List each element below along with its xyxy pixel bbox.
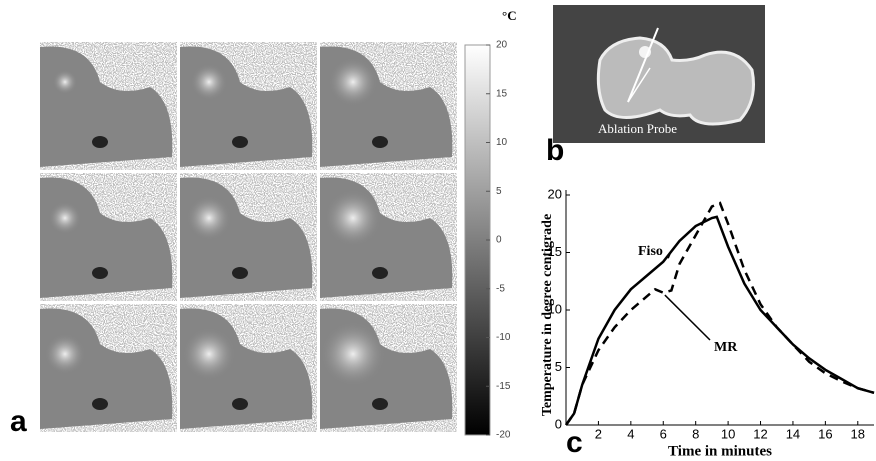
tile-spine [92,398,108,410]
colorbar [464,44,491,436]
colorbar-tick-label: -5 [496,283,505,294]
tile-spine [372,398,388,410]
line-chart: 2 4 6 8 10 12 14 16 18 0 5 10 15 20 Time in minutes Tem… [540,186,875,459]
tile-hot [49,202,81,234]
x-tick-label: 2 [595,426,602,441]
panel-label: a [10,405,27,438]
y-tick-label: 10 [548,301,562,316]
tile-spine [232,136,248,148]
colorbar-unit: °C [502,8,517,23]
tile-spine [232,267,248,279]
colorbar-tick-label: -10 [496,332,511,343]
label-arrow [667,253,671,259]
tile-spine [232,398,248,410]
series-line [564,215,875,426]
tile-spine [92,136,108,148]
x-tick-label: 18 [851,426,865,441]
tile-hot [187,196,231,240]
panel-label: c [566,426,583,459]
label-arrow [664,294,711,341]
x-tick-label: 14 [786,426,800,441]
tile-hot [53,70,77,94]
tile-spine [92,267,108,279]
y-tick-label: 15 [548,244,562,259]
series-line [564,201,875,426]
tile-hot [191,64,227,100]
colorbar-tick-label: 5 [496,186,502,197]
x-tick-label: 8 [692,426,699,441]
thermal-maps [40,42,457,432]
tile-hot [183,328,235,380]
colorbar-tick-label: 15 [496,88,508,99]
colorbar-tick-label: 0 [496,235,502,246]
colorbar-tick-label: 10 [496,137,508,148]
x-tick-label: 10 [721,426,735,441]
x-tick-label: 4 [627,426,634,441]
y-tick-label: 0 [555,416,562,431]
tile-hot [321,322,385,386]
panel-label: b [546,134,564,167]
tile-hot [45,334,85,374]
colorbar-tick-label: -20 [496,430,511,441]
x-axis-title: Time in minutes [668,443,772,459]
colorbar-tick-label: -15 [496,381,511,392]
colorbar-tick-label: 20 [496,40,508,51]
tile-spine [372,136,388,148]
x-tick-label: 12 [753,426,767,441]
series-label: MR [714,340,738,355]
tile-hot [329,58,377,106]
x-tick-label: 6 [660,426,667,441]
y-tick-label: 20 [548,186,562,201]
y-tick-label: 5 [555,359,562,374]
probe-label: Ablation Probe [598,121,677,136]
tile-spine [372,267,388,279]
tile-hot [325,190,381,246]
y-axis-title: Temperature in degree centigrade [540,214,555,416]
x-tick-label: 16 [818,426,832,441]
panel-b-image [553,5,765,143]
series-label: Fiso [638,244,663,259]
